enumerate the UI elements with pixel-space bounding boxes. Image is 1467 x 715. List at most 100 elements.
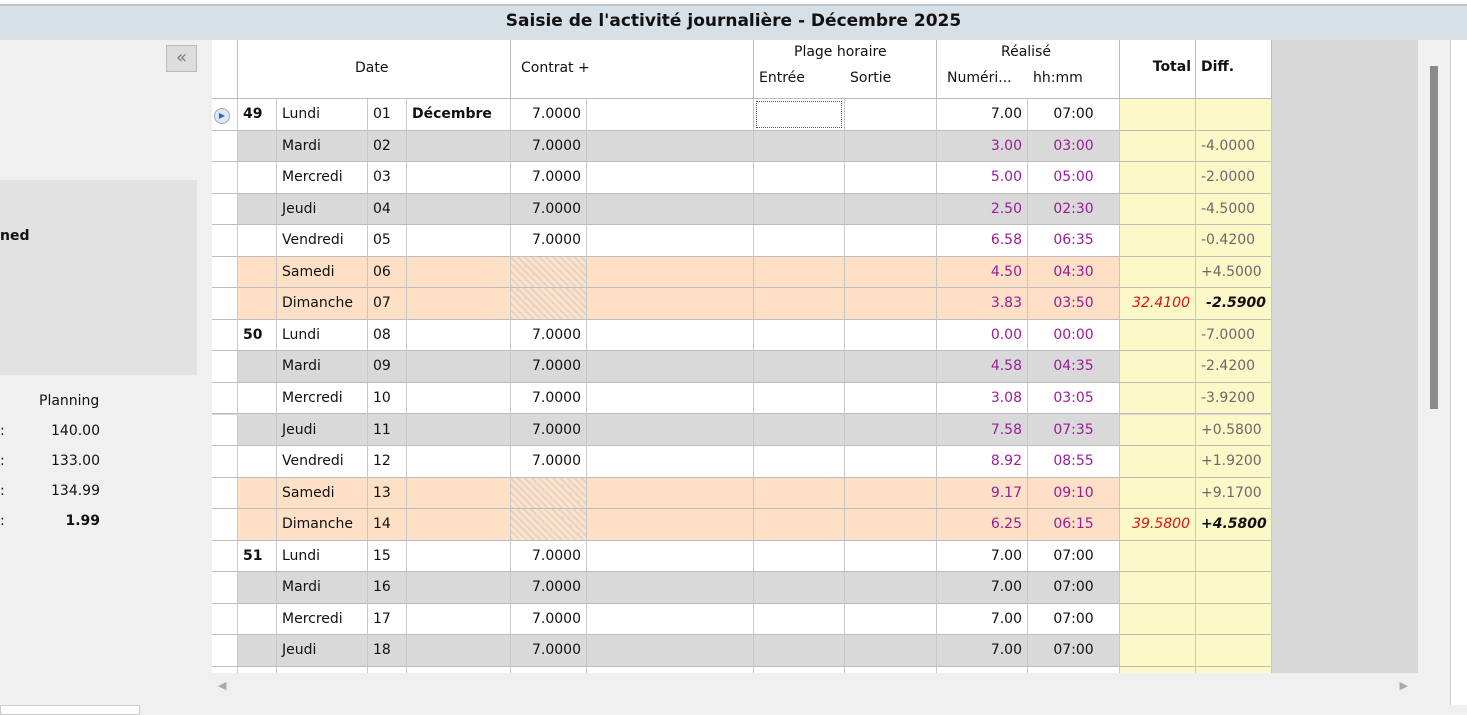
entree-input[interactable] xyxy=(756,101,842,128)
horizontal-scrollbar[interactable]: ◀ ▶ xyxy=(212,676,1418,700)
cell-hhmm[interactable]: 07:00 xyxy=(1028,99,1120,131)
cell-contrat[interactable]: 7.0000 xyxy=(511,162,587,194)
table-row[interactable]: Jeudi 04 7.0000 2.50 02:30 -4.5000 xyxy=(212,193,1272,226)
table-row[interactable] xyxy=(212,666,1272,673)
cell-dec[interactable]: 3.08 xyxy=(937,382,1028,415)
cell-hhmm[interactable]: 08:55 xyxy=(1028,446,1120,478)
table-row[interactable]: Mercredi 10 7.0000 3.08 03:05 -3.9200 xyxy=(212,382,1272,415)
cell-entree[interactable] xyxy=(754,603,845,636)
cell-dec[interactable]: 7.00 xyxy=(937,603,1028,636)
cell-hhmm[interactable]: 05:00 xyxy=(1028,162,1120,194)
cell-dec[interactable]: 3.83 xyxy=(937,288,1028,320)
cell-dec[interactable]: 7.58 xyxy=(937,414,1028,446)
table-row[interactable]: Dimanche 14 6.25 06:15 39.5800 +4.5800 xyxy=(212,509,1272,541)
table-row[interactable]: Jeudi 18 7.0000 7.00 07:00 xyxy=(212,635,1272,667)
cell-contrat[interactable] xyxy=(511,477,587,510)
cell-contrat[interactable] xyxy=(511,256,587,289)
cell-dec[interactable] xyxy=(937,666,1028,673)
cell-contrat[interactable] xyxy=(511,666,587,673)
cell-entree[interactable] xyxy=(754,256,845,289)
cell-contrat[interactable]: 7.0000 xyxy=(511,130,587,163)
cell-sortie[interactable] xyxy=(845,572,937,604)
cell-entree[interactable] xyxy=(754,193,845,226)
cell-contrat[interactable] xyxy=(511,509,587,541)
cell-sortie[interactable] xyxy=(845,288,937,320)
cell-sortie[interactable] xyxy=(845,477,937,510)
cell-entree[interactable] xyxy=(754,130,845,163)
cell-sortie[interactable] xyxy=(845,446,937,478)
header-contrat[interactable]: Contrat + xyxy=(511,40,754,99)
cell-hhmm[interactable] xyxy=(1028,666,1120,673)
table-row[interactable]: Vendredi 12 7.0000 8.92 08:55 +1.9200 xyxy=(212,446,1272,478)
cell-entree[interactable] xyxy=(754,540,845,573)
cell-sortie[interactable] xyxy=(845,509,937,541)
cell-sortie[interactable] xyxy=(845,225,937,257)
bottom-tab[interactable] xyxy=(0,705,140,715)
cell-entree[interactable] xyxy=(754,288,845,320)
cell-dec[interactable]: 7.00 xyxy=(937,540,1028,573)
cell-contrat[interactable]: 7.0000 xyxy=(511,225,587,257)
cell-contrat[interactable]: 7.0000 xyxy=(511,635,587,667)
cell-sortie[interactable] xyxy=(845,540,937,573)
cell-contrat[interactable]: 7.0000 xyxy=(511,414,587,446)
cell-dec[interactable]: 2.50 xyxy=(937,193,1028,226)
table-row[interactable]: Mercredi 03 7.0000 5.00 05:00 -2.0000 xyxy=(212,162,1272,194)
scroll-left-icon[interactable]: ◀ xyxy=(218,679,227,692)
table-row[interactable]: Samedi 13 9.17 09:10 +9.1700 xyxy=(212,477,1272,510)
cell-entree[interactable] xyxy=(754,414,845,446)
cell-sortie[interactable] xyxy=(845,162,937,194)
table-row[interactable]: Mardi 02 7.0000 3.00 03:00 -4.0000 xyxy=(212,130,1272,163)
cell-entree[interactable] xyxy=(754,509,845,541)
cell-hhmm[interactable]: 03:50 xyxy=(1028,288,1120,320)
cell-entree[interactable] xyxy=(754,572,845,604)
cell-entree[interactable] xyxy=(754,666,845,673)
table-row[interactable]: Mardi 16 7.0000 7.00 07:00 xyxy=(212,572,1272,604)
cell-dec[interactable]: 0.00 xyxy=(937,319,1028,352)
cell-hhmm[interactable]: 03:00 xyxy=(1028,130,1120,163)
cell-hhmm[interactable]: 07:00 xyxy=(1028,603,1120,636)
table-row[interactable]: Jeudi 11 7.0000 7.58 07:35 +0.5800 xyxy=(212,414,1272,446)
cell-hhmm[interactable]: 06:35 xyxy=(1028,225,1120,257)
collapse-panel-button[interactable]: « xyxy=(166,45,197,72)
cell-sortie[interactable] xyxy=(845,382,937,415)
cell-contrat[interactable]: 7.0000 xyxy=(511,603,587,636)
cell-dec[interactable]: 4.58 xyxy=(937,351,1028,383)
cell-sortie[interactable] xyxy=(845,635,937,667)
cell-hhmm[interactable]: 04:35 xyxy=(1028,351,1120,383)
cell-hhmm[interactable]: 07:35 xyxy=(1028,414,1120,446)
table-row[interactable]: Mercredi 17 7.0000 7.00 07:00 xyxy=(212,603,1272,636)
header-numerique[interactable]: Numéri... xyxy=(947,70,1012,86)
header-diff[interactable]: Diff. xyxy=(1196,40,1272,99)
cell-sortie[interactable] xyxy=(845,256,937,289)
cell-sortie[interactable] xyxy=(845,193,937,226)
cell-dec[interactable]: 4.50 xyxy=(937,256,1028,289)
cell-dec[interactable]: 3.00 xyxy=(937,130,1028,163)
cell-contrat[interactable]: 7.0000 xyxy=(511,382,587,415)
cell-dec[interactable]: 5.00 xyxy=(937,162,1028,194)
cell-hhmm[interactable]: 03:05 xyxy=(1028,382,1120,415)
cell-hhmm[interactable]: 02:30 xyxy=(1028,193,1120,226)
cell-dec[interactable]: 7.00 xyxy=(937,572,1028,604)
cell-dec[interactable]: 9.17 xyxy=(937,477,1028,510)
cell-sortie[interactable] xyxy=(845,414,937,446)
cell-hhmm[interactable]: 07:00 xyxy=(1028,572,1120,604)
table-row[interactable]: Dimanche 07 3.83 03:50 32.4100 -2.5900 xyxy=(212,288,1272,320)
cell-entree[interactable] xyxy=(754,446,845,478)
cell-contrat[interactable] xyxy=(511,288,587,320)
cell-hhmm[interactable]: 04:30 xyxy=(1028,256,1120,289)
cell-sortie[interactable] xyxy=(845,666,937,673)
cell-sortie[interactable] xyxy=(845,130,937,163)
cell-dec[interactable]: 6.58 xyxy=(937,225,1028,257)
header-hhmm[interactable]: hh:mm xyxy=(1033,70,1083,86)
vertical-scrollbar-thumb[interactable] xyxy=(1430,66,1438,409)
cell-hhmm[interactable]: 00:00 xyxy=(1028,319,1120,352)
cell-dec[interactable]: 8.92 xyxy=(937,446,1028,478)
table-row[interactable]: Samedi 06 4.50 04:30 +4.5000 xyxy=(212,256,1272,289)
cell-entree[interactable] xyxy=(754,225,845,257)
cell-sortie[interactable] xyxy=(845,99,937,131)
header-date[interactable]: Date xyxy=(238,40,511,99)
header-sortie[interactable]: Sortie xyxy=(850,70,892,86)
table-row[interactable]: 51 Lundi 15 7.0000 7.00 07:00 xyxy=(212,540,1272,573)
cell-entree[interactable] xyxy=(754,382,845,415)
cell-hhmm[interactable]: 06:15 xyxy=(1028,509,1120,541)
